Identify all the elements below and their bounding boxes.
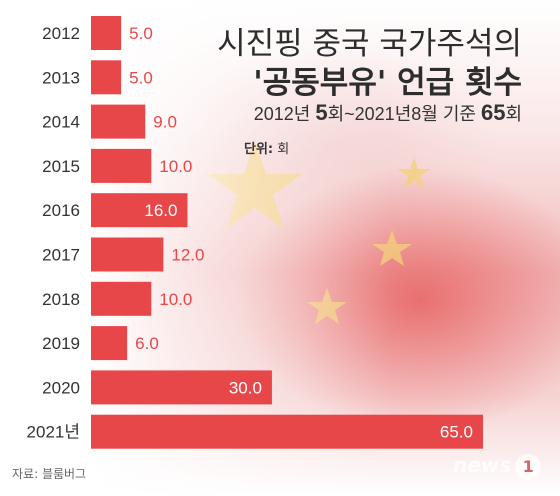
bar-chart: 2012 5.0 2013 5.0 2014 9.0 2015 10.0 2016 16.0 201… (27, 16, 483, 449)
unit-label: 단위: (244, 142, 274, 157)
bar (91, 148, 152, 183)
bar (91, 326, 128, 361)
subtitle-count-total: 65 (480, 100, 506, 125)
value-label: 12.0 (171, 246, 204, 265)
news1-logo: news 1 (453, 453, 542, 480)
value-label: 5.0 (129, 24, 153, 43)
value-label: 65.0 (440, 423, 473, 442)
chart-title-line2: '공동부유' 언급 횟수 (253, 65, 522, 101)
chart-title-line1: 시진핑 중국 국가주석의 (217, 26, 522, 62)
category-label: 2018 (42, 290, 80, 309)
bar (91, 281, 152, 316)
category-label: 2014 (42, 113, 80, 132)
source-note: 자료: 블룸버그 (12, 467, 87, 481)
category-label: 2017 (42, 246, 80, 265)
value-label: 10.0 (159, 290, 192, 309)
bar (91, 237, 164, 272)
value-label: 16.0 (144, 201, 177, 220)
logo-mark: 1 (515, 454, 542, 480)
category-label: 2021년 (27, 423, 80, 442)
value-label: 5.0 (129, 68, 153, 87)
bar (91, 193, 188, 228)
subtitle-part3: 회 (505, 104, 522, 124)
category-label: 2020 (42, 378, 80, 397)
value-label: 6.0 (135, 334, 159, 353)
value-label: 10.0 (159, 157, 192, 176)
category-label: 2012 (42, 24, 80, 43)
logo-text: news (453, 453, 512, 477)
unit-note: 단위: 회 (244, 138, 289, 157)
bar (91, 104, 146, 139)
category-label: 2013 (42, 68, 80, 87)
category-label: 2016 (42, 201, 80, 220)
bar (91, 370, 272, 405)
chart-subtitle: 2012년 5회~2021년8월 기준 65회 (254, 100, 522, 126)
unit-value: 회 (273, 142, 290, 157)
bar (91, 16, 122, 50)
value-label: 30.0 (229, 378, 262, 397)
category-label: 2019 (42, 334, 80, 353)
subtitle-part1: 2012년 (253, 104, 316, 124)
subtitle-count-start: 5 (315, 100, 328, 125)
bar (91, 60, 122, 95)
bar (91, 414, 483, 449)
subtitle-part2: 회~2021년8월 기준 (327, 104, 481, 124)
value-label: 9.0 (153, 113, 177, 132)
category-label: 2015 (42, 157, 80, 176)
